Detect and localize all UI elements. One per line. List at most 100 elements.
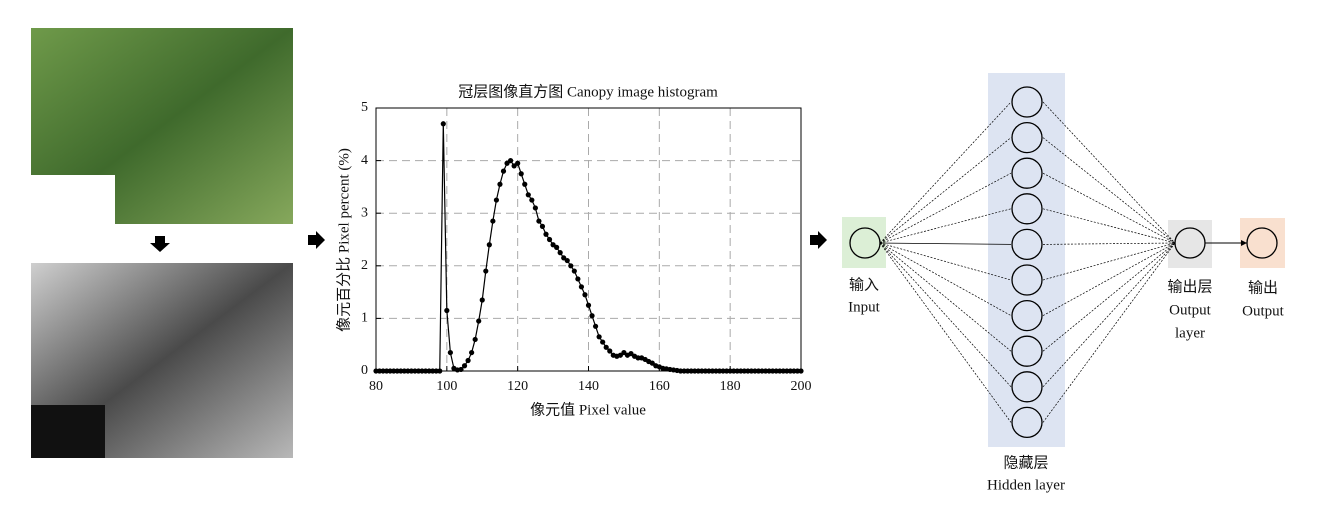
input-label: Input	[848, 299, 880, 315]
photo-notch	[31, 175, 115, 225]
photo-mask	[31, 405, 105, 458]
data-point	[617, 352, 623, 358]
connection	[879, 242, 1012, 245]
y-tick-label: 2	[361, 258, 368, 273]
connection	[1042, 208, 1176, 244]
y-tick-label: 4	[361, 153, 368, 168]
histogram: 80 100 120 140 160 180 200 0 1 2 3 4 5	[361, 100, 812, 394]
neuron	[1246, 227, 1278, 259]
output-layer-label: Output	[1169, 302, 1212, 318]
data-point	[543, 231, 549, 237]
neuron	[1011, 335, 1043, 367]
data-point	[532, 205, 538, 211]
neuron	[1011, 371, 1043, 403]
connection	[879, 172, 1012, 244]
x-tick-label: 140	[578, 379, 599, 394]
data-point	[600, 339, 606, 345]
connection	[1042, 242, 1176, 316]
data-point	[571, 268, 577, 274]
data-point	[522, 181, 528, 187]
x-tick-label: 120	[507, 379, 528, 394]
x-axis-label: 像元值 Pixel value	[530, 401, 646, 418]
data-point	[493, 197, 500, 203]
data-point	[798, 368, 804, 374]
output-layer-label: 输出层	[1167, 278, 1212, 295]
y-tick-label: 1	[361, 311, 368, 326]
y-tick-label: 5	[361, 100, 368, 115]
connection	[1042, 242, 1176, 352]
data-point	[507, 158, 514, 164]
data-point	[603, 344, 609, 350]
data-point	[539, 223, 546, 229]
data-point	[518, 171, 524, 177]
neuron	[1011, 193, 1043, 225]
hidden-label: 隐藏层	[1003, 454, 1048, 471]
neuron	[1011, 157, 1043, 189]
data-point	[649, 360, 655, 366]
data-point	[529, 197, 535, 203]
connection	[1042, 137, 1176, 244]
neuron	[849, 227, 881, 259]
connection	[1042, 242, 1176, 388]
x-tick-label: 80	[369, 379, 383, 394]
neuron	[1011, 121, 1043, 154]
input-label: 输入	[849, 276, 879, 293]
data-point	[554, 244, 560, 250]
data-point	[589, 313, 595, 319]
data-point	[479, 297, 485, 303]
x-tick-label: 100	[436, 379, 457, 394]
data-point	[465, 357, 471, 364]
x-tick-label: 200	[791, 379, 812, 394]
connection	[879, 242, 1012, 388]
data-point	[575, 276, 581, 282]
network	[849, 86, 1278, 439]
data-point	[592, 323, 599, 329]
neuron	[1011, 406, 1043, 439]
input-band	[842, 217, 886, 268]
y-axis-label: 像元百分比 Pixel percent (%)	[335, 148, 352, 332]
connection	[879, 242, 1012, 352]
output-layer-label: layer	[1175, 325, 1205, 341]
y-tick-label: 0	[361, 363, 368, 378]
data-point	[578, 284, 585, 290]
data-point	[564, 257, 570, 264]
connection	[1042, 242, 1176, 281]
chart-title: 冠层图像直方图 Canopy image histogram	[458, 83, 718, 100]
data-point	[437, 368, 443, 374]
data-point	[550, 242, 556, 248]
data-point	[561, 255, 567, 261]
data-point	[469, 349, 475, 356]
connection	[879, 101, 1012, 244]
right-arrow	[308, 231, 325, 249]
arrow-head	[1241, 240, 1247, 246]
data-point	[546, 236, 553, 243]
output-label: Output	[1242, 303, 1285, 319]
data-point	[582, 292, 588, 298]
neuron	[1011, 228, 1043, 261]
data-point	[621, 349, 627, 356]
data-point	[596, 334, 602, 340]
connection	[879, 242, 1012, 281]
data-point	[444, 307, 450, 314]
data-point	[476, 318, 482, 324]
data-point	[440, 121, 446, 127]
data-point	[472, 336, 478, 343]
data-point	[497, 181, 503, 187]
neuron	[1011, 86, 1043, 118]
data-point	[447, 349, 453, 356]
down-arrow	[150, 236, 170, 252]
data-point	[490, 218, 496, 224]
hidden-label: Hidden layer	[987, 477, 1065, 493]
x-tick-label: 180	[720, 379, 741, 394]
output-label: 输出	[1248, 279, 1278, 296]
connection	[1042, 242, 1176, 245]
data-point	[525, 192, 531, 198]
connection	[879, 137, 1012, 244]
data-point	[607, 348, 613, 354]
y-tick-label: 3	[361, 205, 368, 220]
connection	[879, 242, 1012, 316]
right-arrow	[810, 231, 827, 249]
data-point	[557, 250, 563, 256]
neuron	[1011, 299, 1043, 332]
